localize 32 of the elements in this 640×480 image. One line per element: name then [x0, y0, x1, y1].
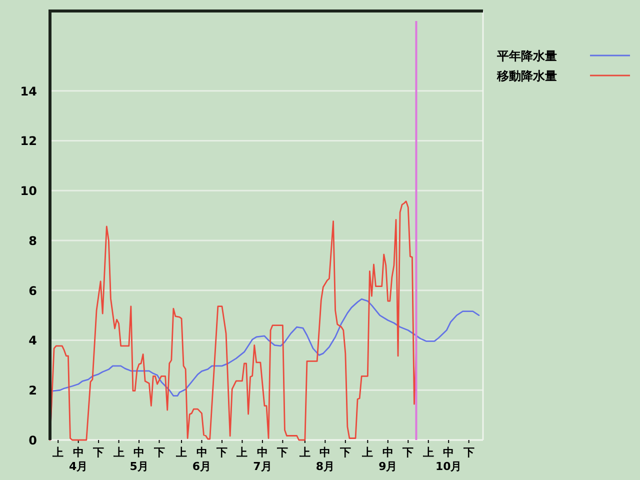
y-tick-label: 10: [20, 184, 37, 198]
y-tick-label: 12: [20, 134, 37, 148]
x-tick-label: 中 5月: [130, 446, 148, 473]
x-tick-label: 中 9月: [378, 446, 398, 473]
x-tick-label: 中 7月: [253, 446, 272, 473]
x-tick-label: 上: [361, 446, 374, 459]
x-tick-label: 上: [175, 446, 188, 459]
x-tick-label: 中 10月: [435, 446, 462, 473]
x-tick-label: 下: [215, 446, 228, 459]
x-tick-label: 下: [402, 446, 414, 459]
y-tick-label: 4: [28, 334, 37, 348]
x-tick-label: 中 4月: [69, 446, 88, 473]
text: 平年降水量: [496, 49, 557, 63]
x-tick-label: 上: [422, 446, 434, 459]
x-tick-label: 上: [236, 446, 248, 459]
y-tick-label: 6: [28, 284, 37, 298]
x-tick-label: 中 8月: [316, 446, 335, 473]
x-tick-label: 上: [298, 446, 310, 459]
x-tick-label: 下: [338, 446, 351, 459]
x-tick-label: 中 6月: [192, 446, 212, 473]
y-tick-label: 2: [28, 384, 37, 398]
x-tick-label: 上: [112, 446, 124, 459]
x-tick-label: 下: [152, 446, 165, 459]
text: 移動降水量: [496, 69, 557, 83]
y-tick-label: 0: [28, 434, 37, 448]
x-tick-label: 上: [52, 446, 64, 459]
y-tick-label: 14: [20, 84, 37, 98]
x-tick-label: 下: [462, 446, 474, 459]
line-series: [49, 200, 417, 441]
x-tick-label: 下: [92, 446, 104, 459]
x-tick-label: 下: [276, 446, 288, 459]
y-tick-label: 8: [28, 234, 37, 248]
